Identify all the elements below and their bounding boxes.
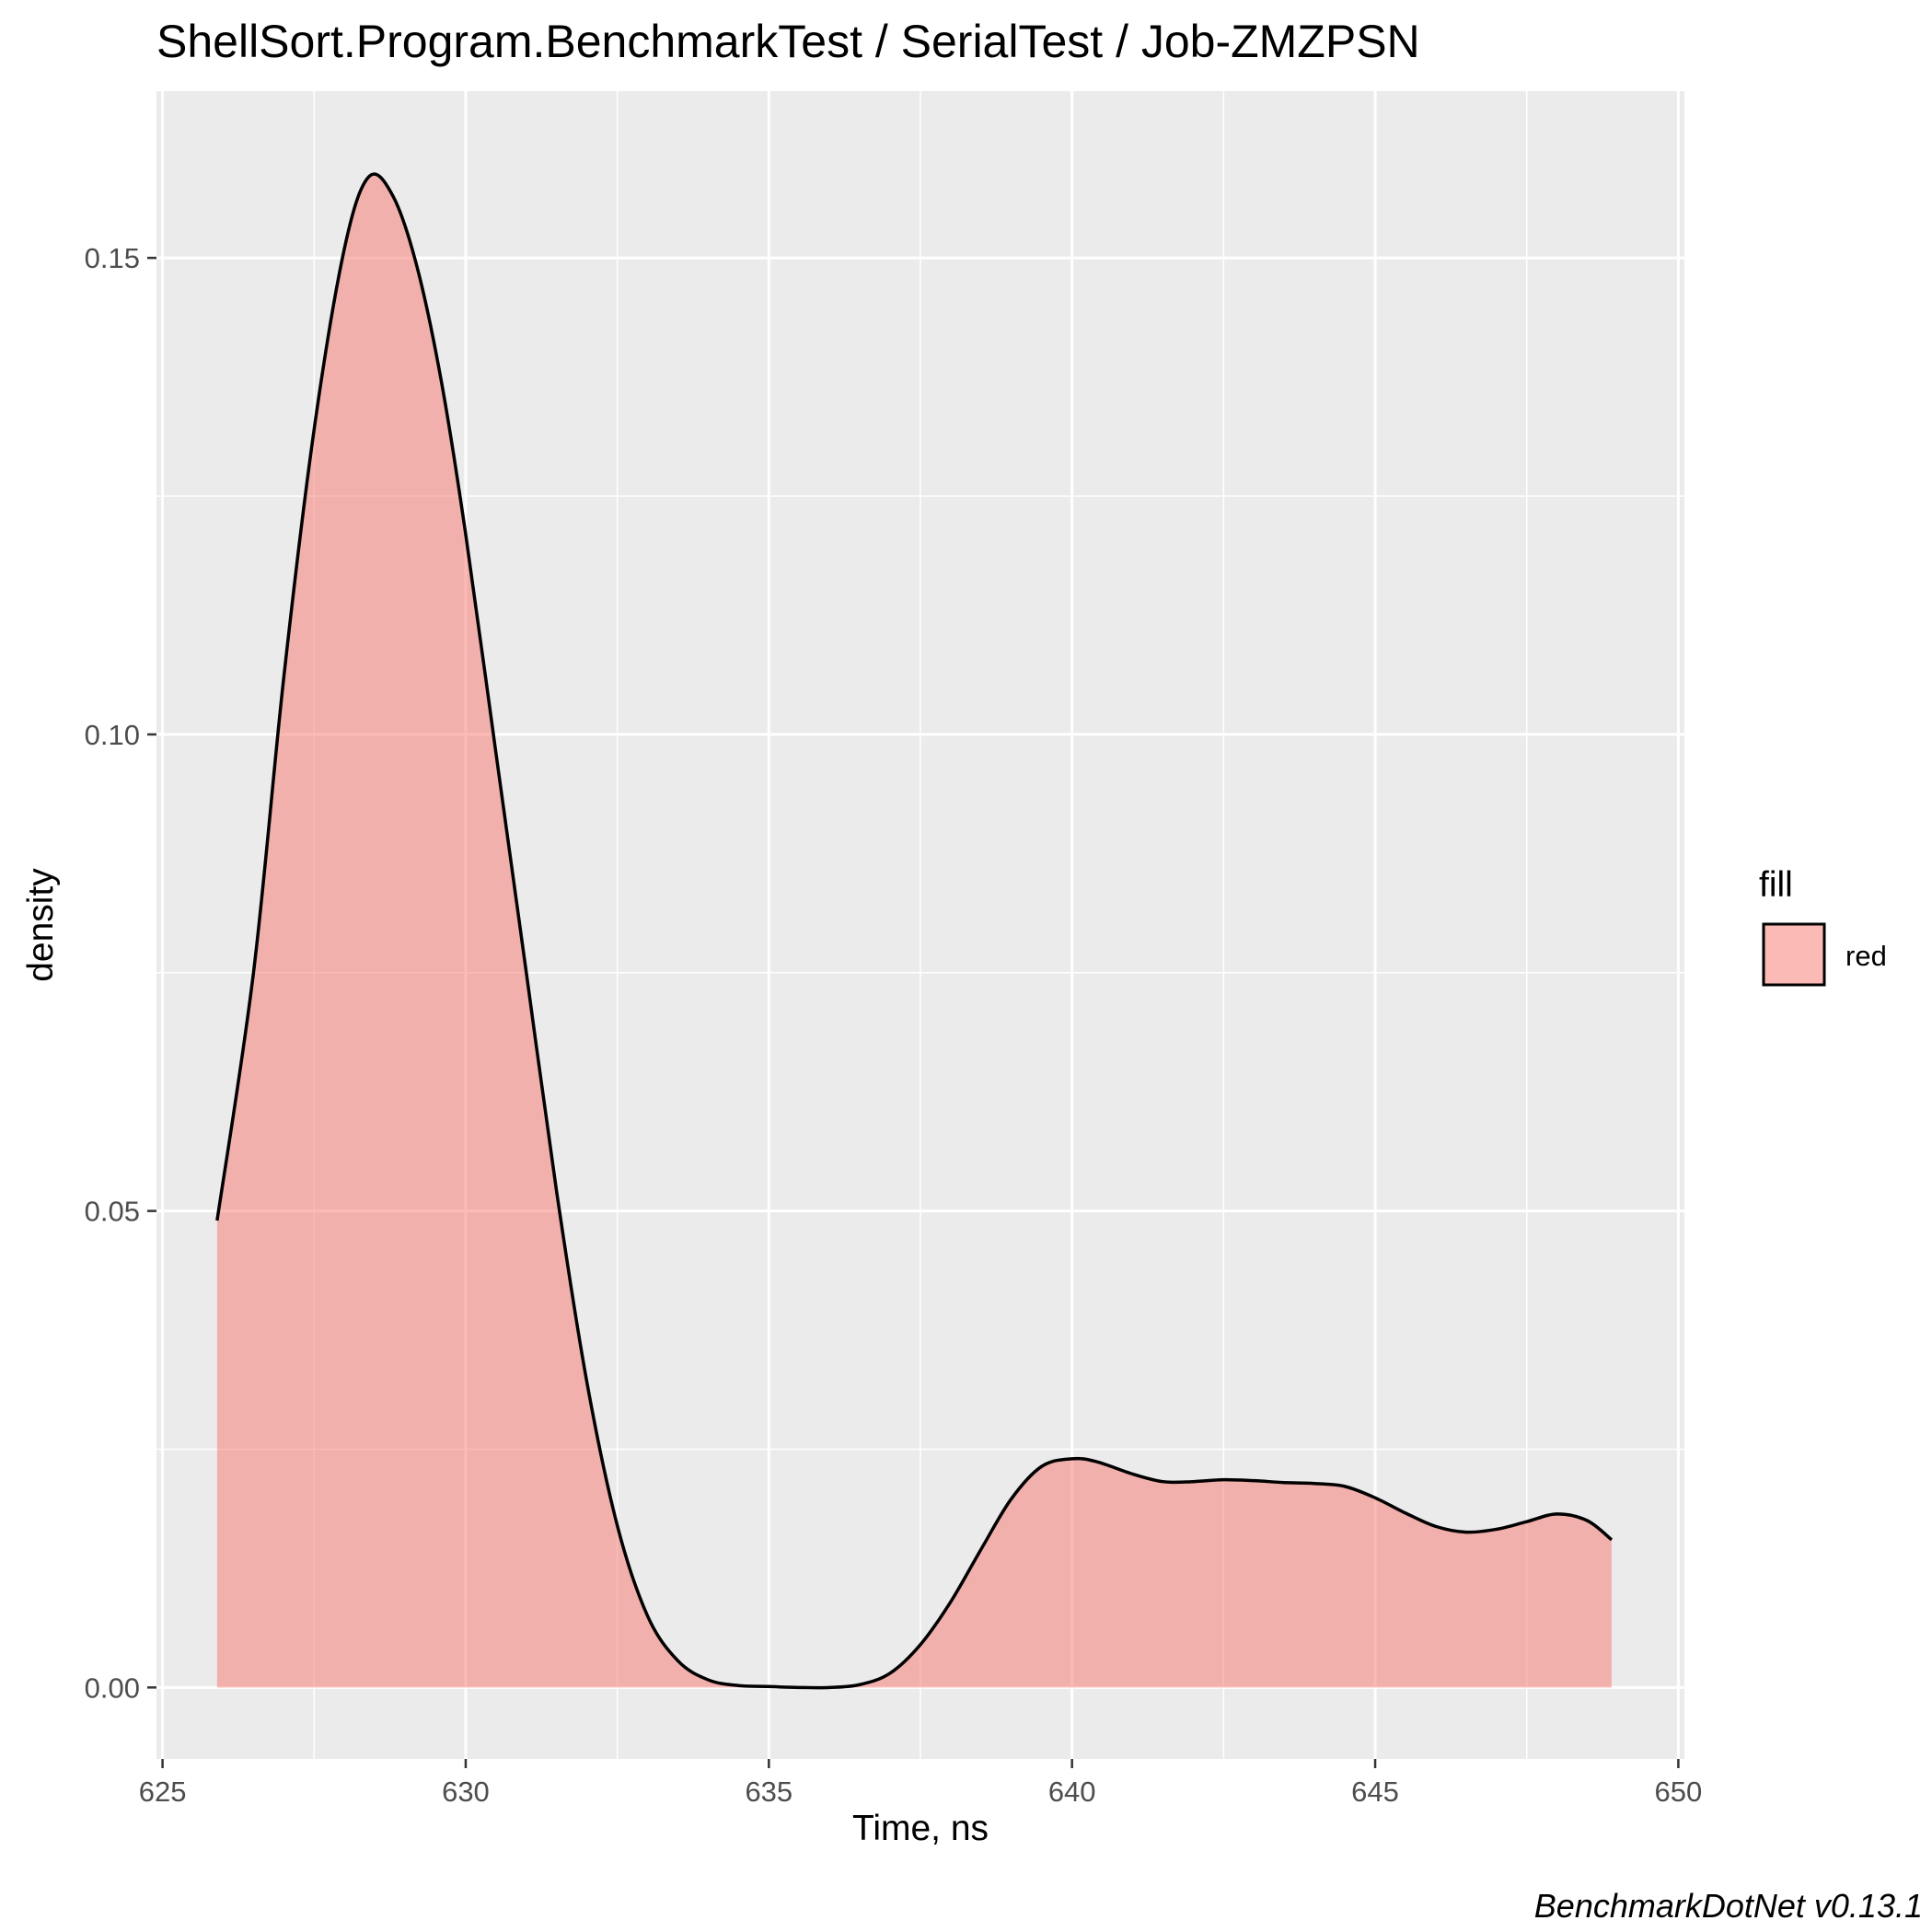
x-axis: 625 630 635 640 645 650 (139, 1759, 1703, 1808)
x-tick-label: 635 (745, 1776, 792, 1808)
caption: BenchmarkDotNet v0.13.1 (1534, 1887, 1923, 1925)
y-tick-label: 0.15 (85, 242, 140, 274)
y-axis: 0.00 0.05 0.10 0.15 (85, 242, 156, 1704)
chart-title: ShellSort.Program.BenchmarkTest / Serial… (156, 16, 1420, 67)
legend-title: fill (1759, 865, 1793, 905)
x-tick-label: 640 (1048, 1776, 1096, 1808)
legend: fill red (1759, 865, 1887, 987)
x-axis-title: Time, ns (852, 1809, 989, 1848)
legend-key-red (1762, 922, 1826, 987)
x-tick-label: 630 (442, 1776, 490, 1808)
y-tick-label: 0.10 (85, 719, 140, 751)
x-tick-label: 625 (139, 1776, 187, 1808)
density-area (216, 174, 1612, 1688)
y-axis-title: density (21, 868, 61, 982)
x-tick-label: 650 (1655, 1776, 1703, 1808)
legend-label-red: red (1845, 940, 1887, 972)
density-line (215, 172, 1614, 1690)
y-tick-label: 0.05 (85, 1196, 140, 1228)
x-tick-label: 645 (1351, 1776, 1399, 1808)
y-tick-label: 0.00 (85, 1672, 140, 1704)
